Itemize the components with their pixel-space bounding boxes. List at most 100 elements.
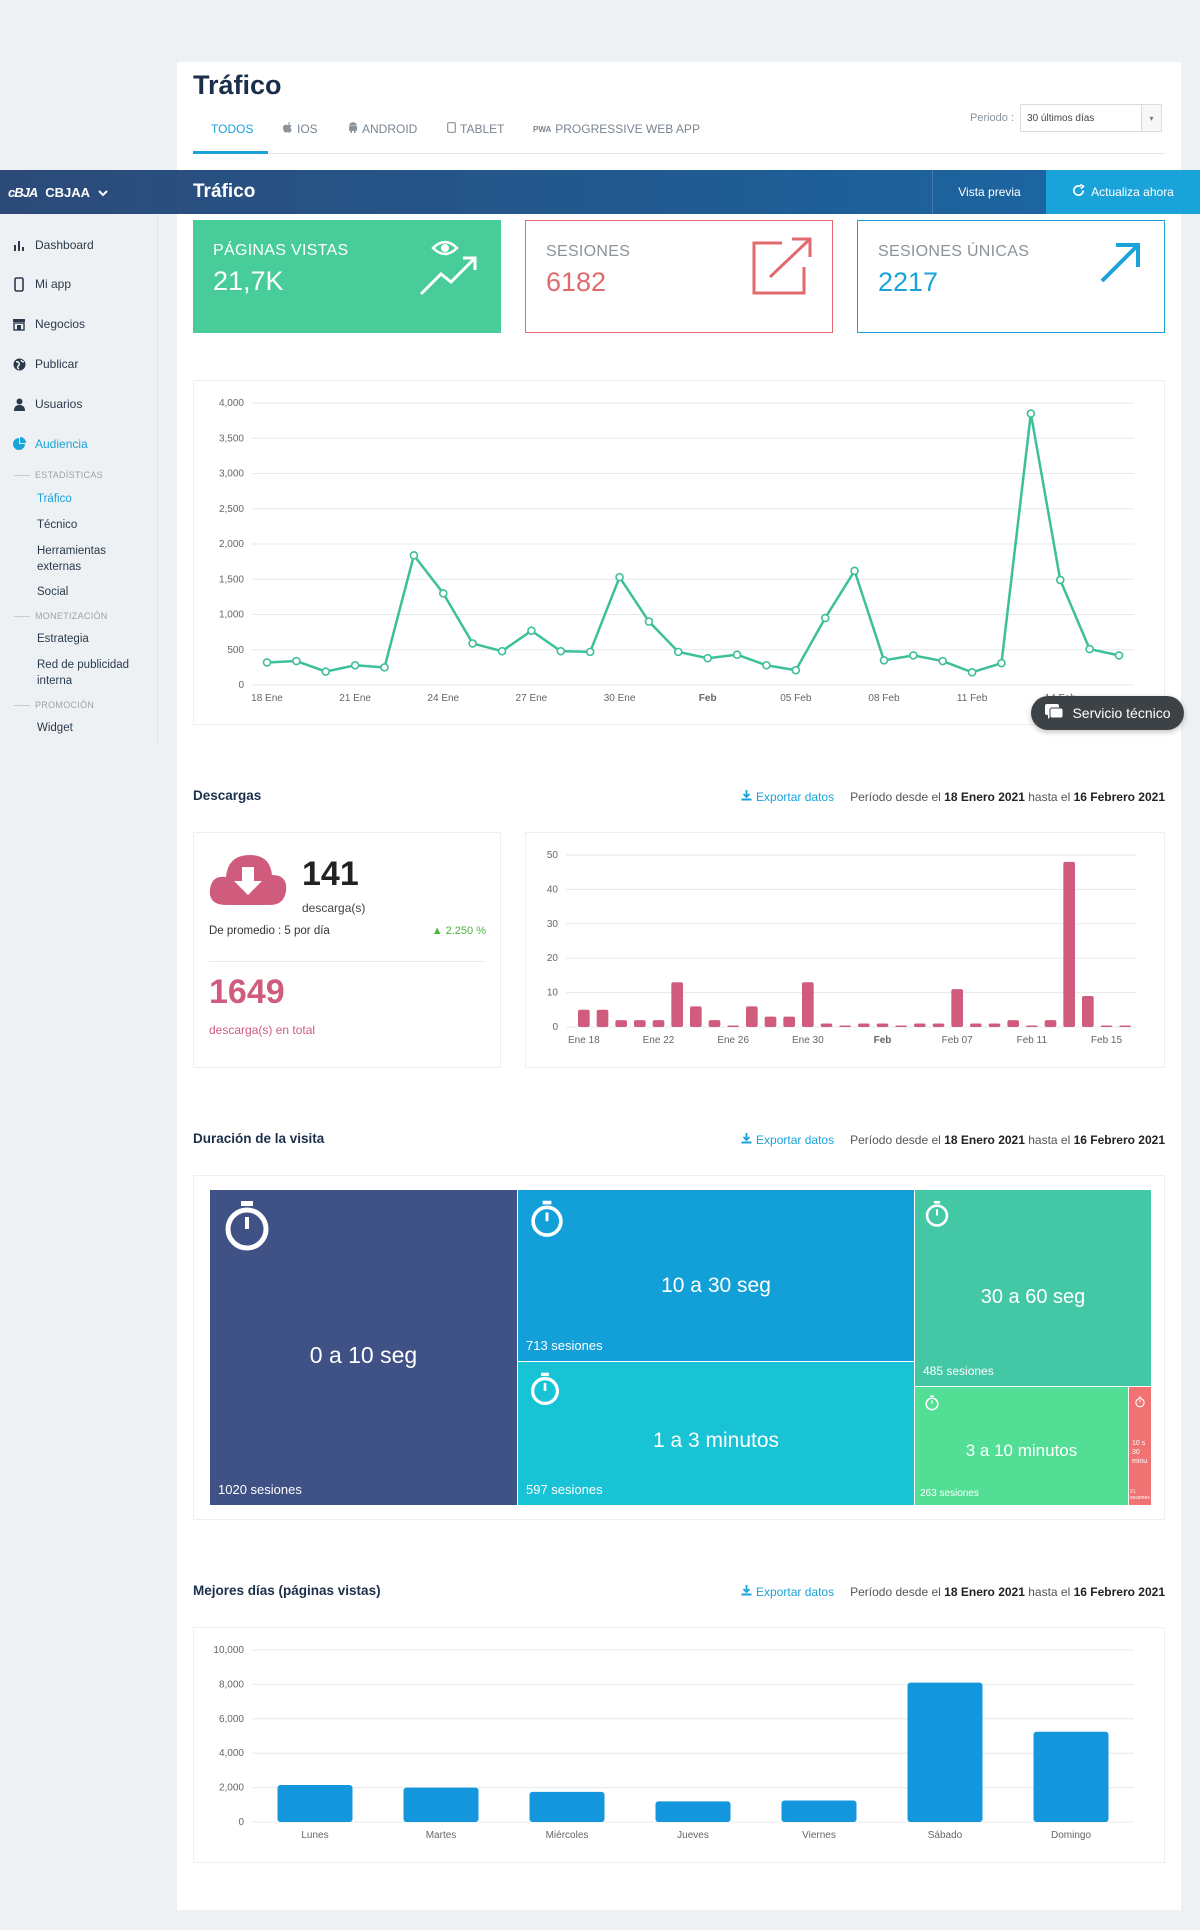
treemap-sessions: 263 sesiones [920, 1488, 979, 1499]
traffic-data-point [497, 646, 507, 656]
bar-chart-icon [12, 238, 26, 252]
sidebar-item-label: Publicar [35, 357, 79, 371]
y-tick-label: 0 [552, 1022, 558, 1033]
traffic-chart-panel: 0 500 1,000 1,500 2,000 2,500 3,000 3,500 4,000 1… [193, 380, 1165, 725]
sidebar-subitem-estrategia[interactable]: Estrategia [37, 633, 89, 645]
platform-tabs: TODOS IOS ANDROID TABLET PWA PROGRESSIVE… [193, 118, 1165, 154]
best-days-bar [529, 1791, 605, 1822]
y-tick-label: 2,000 [219, 539, 244, 550]
traffic-data-point [321, 667, 331, 676]
downloads-bar [932, 1023, 945, 1027]
sidebar-subitem-social[interactable]: Social [37, 586, 69, 598]
best-days-chart-panel: 0 2,000 4,000 6,000 8,000 10,000 Lunes Martes Mi… [193, 1627, 1165, 1863]
refresh-icon [1072, 183, 1086, 200]
sidebar-subitem-herramientas[interactable]: Herramientas externas [37, 545, 107, 573]
downloads-bar [1007, 1020, 1019, 1027]
downloads-total: 1649 [209, 973, 285, 1011]
treemap-label: 0 a 10 seg [309, 1342, 418, 1368]
downloads-count: 141 [302, 855, 359, 893]
sidebar-item-audiencia[interactable]: Audiencia [12, 437, 88, 451]
x-tick-label: 30 Ene [604, 693, 636, 704]
refresh-button[interactable]: Actualiza ahora [1046, 170, 1200, 214]
y-tick-label: 1,500 [219, 574, 244, 585]
duration-period: Período desde el 18 Enero 2021 hasta el … [850, 1133, 1165, 1147]
kpi-pageviews-label: PÁGINAS VISTAS [213, 242, 349, 259]
period-select[interactable]: 30 últimos días ▾ [1020, 104, 1163, 132]
traffic-data-point [732, 650, 742, 659]
stopwatch-icon [530, 1372, 560, 1411]
topbar-title: Tráfico [193, 181, 256, 202]
app-switcher[interactable]: cBJA CBJAA [8, 170, 108, 214]
downloads-export-button[interactable]: Exportar datos [741, 790, 834, 804]
sidebar-subitem-trafico[interactable]: Tráfico [37, 493, 72, 505]
downloads-average: De promedio : 5 por día [209, 925, 330, 937]
treemap-cell-10-30min: 10 s 30 minu 21 sesiones [1129, 1387, 1151, 1505]
treemap-sessions: 1020 sesiones [218, 1482, 302, 1497]
traffic-data-point [850, 566, 859, 576]
kpi-sessions-card: SESIONES 6182 [525, 220, 833, 333]
sidebar-item-dashboard[interactable]: Dashboard [12, 238, 94, 252]
x-tick-label: Feb 11 [1017, 1035, 1048, 1046]
stopwatch-icon [925, 1200, 949, 1233]
x-tick-label: Miércoles [546, 1830, 589, 1841]
x-tick-label: Ene 26 [717, 1035, 749, 1046]
treemap-label: 1 a 3 minutos [652, 1429, 780, 1452]
preview-button[interactable]: Vista previa [932, 170, 1046, 214]
traffic-data-point [585, 647, 595, 657]
pwa-icon: PWA [533, 124, 552, 134]
duration-export-button[interactable]: Exportar datos [741, 1133, 834, 1147]
best-days-bar [781, 1800, 857, 1822]
traffic-data-point [820, 613, 830, 623]
traffic-data-point [292, 656, 301, 666]
download-icon [741, 1585, 752, 1599]
tab-pwa[interactable]: PWA PROGRESSIVE WEB APP [533, 122, 700, 136]
x-tick-label: Feb 07 [942, 1035, 974, 1046]
refresh-label: Actualiza ahora [1091, 185, 1174, 199]
chevron-down-icon: ▾ [1141, 105, 1162, 131]
app-logo: cBJA [8, 184, 38, 200]
downloads-bar [988, 1023, 1001, 1027]
treemap-sessions: 21 sesiones [1130, 1489, 1150, 1501]
support-button-label: Servicio técnico [1072, 705, 1171, 721]
downloads-bar [1119, 1025, 1131, 1027]
y-tick-label: 1,000 [219, 610, 244, 621]
downloads-bar [839, 1025, 851, 1027]
x-tick-label: Ene 22 [643, 1035, 675, 1046]
treemap-cell-10-30s: 10 a 30 seg 713 sesiones [518, 1190, 914, 1361]
downloads-bar [1082, 996, 1094, 1027]
android-icon [348, 122, 358, 136]
y-tick-label: 0 [238, 680, 244, 691]
best-days-export-button[interactable]: Exportar datos [741, 1585, 834, 1599]
downloads-bar [652, 1020, 665, 1027]
sidebar-item-publicar[interactable]: Publicar [12, 357, 78, 371]
x-tick-label: 08 Feb [868, 693, 900, 704]
sidebar-item-label: Mi app [35, 277, 72, 291]
support-button[interactable]: Servicio técnico [1031, 696, 1184, 730]
x-tick-label: Feb 15 [1091, 1035, 1123, 1046]
y-tick-label: 0 [238, 1817, 244, 1828]
active-tab-indicator [193, 151, 268, 154]
downloads-bar-chart: 0 10 20 30 40 50 Ene 18 Ene 22 Ene 26 Ene 30 Feb Fe… [547, 850, 1136, 1046]
x-tick-label: Sábado [928, 1830, 963, 1841]
tab-todos[interactable]: TODOS [211, 122, 254, 136]
sidebar-item-mi-app[interactable]: Mi app [12, 276, 72, 292]
sidebar-section-estadisticas: ESTADÍSTICAS [14, 470, 103, 480]
downloads-bar [802, 982, 814, 1027]
sidebar-item-usuarios[interactable]: Usuarios [12, 397, 82, 411]
downloads-bar [746, 1006, 758, 1027]
y-tick-label: 4,000 [219, 398, 244, 409]
y-tick-label: 4,000 [219, 1748, 244, 1759]
sidebar-subitem-tecnico[interactable]: Técnico [37, 519, 78, 531]
tab-ios[interactable]: IOS [283, 122, 318, 136]
sidebar-item-negocios[interactable]: Negocios [12, 317, 85, 331]
downloads-bar [970, 1023, 982, 1027]
downloads-bar [1044, 1020, 1057, 1027]
tab-tablet[interactable]: TABLET [447, 122, 504, 136]
y-tick-label: 10 [547, 988, 559, 999]
sidebar-subitem-widget[interactable]: Widget [37, 722, 73, 734]
sidebar-subitem-red-publicidad[interactable]: Red de publicidad interna [37, 659, 130, 687]
sidebar: Dashboard Mi app Negocios Publicar Usuar… [0, 214, 158, 744]
tab-android[interactable]: ANDROID [348, 122, 417, 136]
downloads-bar [858, 1023, 870, 1027]
best-days-bar [1033, 1731, 1109, 1822]
